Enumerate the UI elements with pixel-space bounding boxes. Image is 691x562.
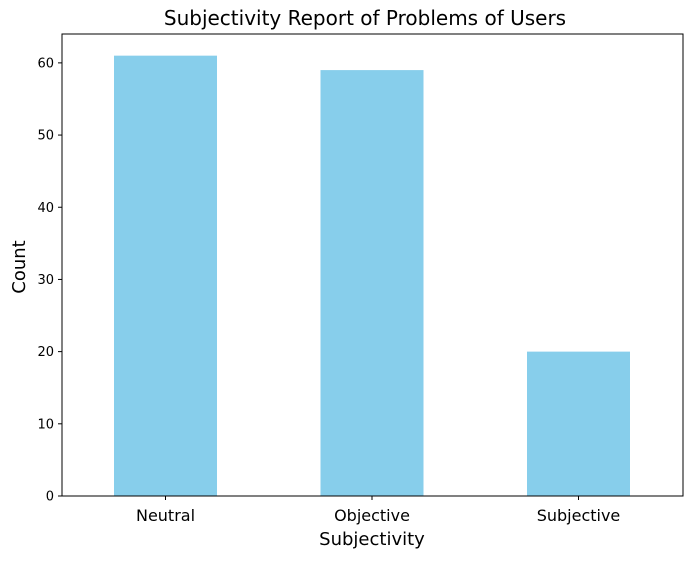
x-tick-label: Neutral [136,506,195,525]
y-tick-label: 10 [37,417,54,432]
x-tick-label: Subjective [537,506,621,525]
x-axis-label: Subjectivity [319,529,425,550]
plot-area: Neutral Objective Subjective 0 10 20 30 40 50 60 [37,33,684,525]
y-tick-label: 30 [37,273,54,288]
y-tick-label: 0 [46,490,54,505]
bar-neutral [114,55,217,496]
y-tick-label: 60 [37,56,54,71]
chart-title: Subjectivity Report of Problems of Users [164,6,566,30]
y-tick-label: 20 [37,345,54,360]
y-tick-label: 40 [37,201,54,216]
y-axis-label: Count [9,240,30,293]
x-tick-label: Objective [334,506,410,525]
plot-frame [61,33,684,497]
y-tick-label: 50 [37,129,54,144]
bar-subjective [527,351,630,497]
bar-objective [320,70,424,496]
